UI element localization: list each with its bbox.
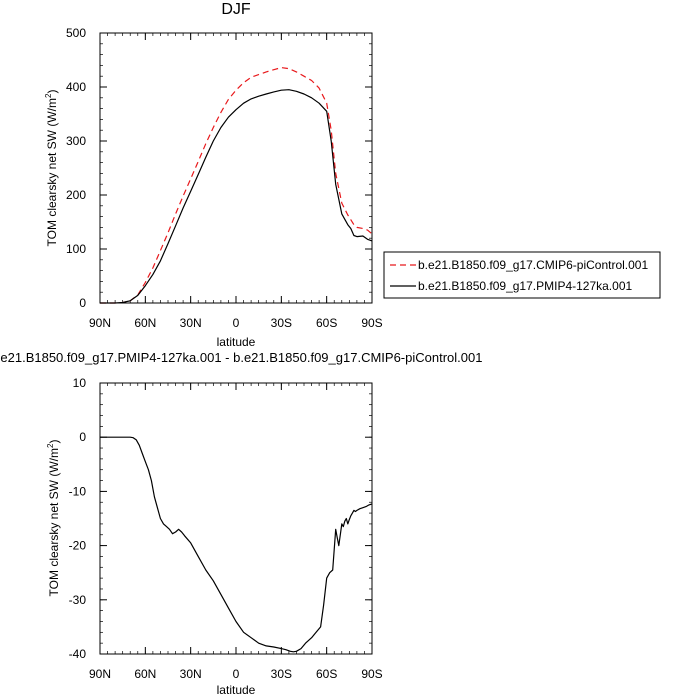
top-series-line-1 (100, 89, 373, 304)
top-y-tick-label: 500 (66, 26, 86, 40)
top-x-tick-label: 90S (361, 316, 382, 330)
top-x-tick-label: 90N (89, 316, 111, 330)
legend-box (383, 251, 661, 299)
bottom-x-tick-label: 90N (89, 667, 111, 681)
bottom-x-tick-label: 30S (271, 667, 292, 681)
bottom-y-tick-label: -40 (69, 647, 87, 661)
bottom-x-axis-label: latitude (217, 683, 256, 697)
bottom-y-axis-label: TOM clearsky net SW (W/m2) (46, 440, 61, 597)
top-plot-layer: 90N 60N 30N 0 30S 60S 90S 0 100 200 300 400 500 (66, 26, 383, 330)
top-x-tick-label: 60S (316, 316, 337, 330)
top-x-tick-label: 30N (180, 316, 202, 330)
top-x-tick-label: 30S (271, 316, 292, 330)
bottom-plot-layer: 90N 60N 30N 0 30S 60S 90S -40 -30 -20 -10 0 10 (69, 376, 383, 681)
bottom-plot-frame (99, 382, 373, 655)
bottom-x-tick-label: 30N (180, 667, 202, 681)
top-series-line-0 (100, 66, 373, 304)
bottom-x-tick-label: 0 (233, 667, 240, 681)
top-y-tick-label: 0 (79, 296, 86, 310)
bottom-series-line-0 (100, 436, 373, 653)
top-y-axis-label: TOM clearsky net SW (W/m2) (44, 90, 59, 247)
legend-label-piControl: b.e21.B1850.f09_g17.CMIP6-piControl.001 (418, 258, 648, 272)
bottom-x-tick-label: 90S (361, 667, 382, 681)
top-x-axis-label: latitude (217, 335, 256, 349)
bottom-panel: b.e21.B1850.f09_g17.PMIP4-127ka.001 - b.… (0, 350, 482, 697)
bottom-y-tick-label: 10 (73, 376, 87, 390)
legend-label-127ka: b.e21.B1850.f09_g17.PMIP4-127ka.001 (418, 279, 632, 293)
top-panel: DJF TOM clearsky net SW (W/m2) latitude … (44, 1, 661, 349)
bottom-y-tick-label: -10 (69, 484, 87, 498)
top-x-tick-label: 0 (233, 316, 240, 330)
bottom-y-tick-label: -20 (69, 539, 87, 553)
bottom-x-tick-label: 60N (134, 667, 156, 681)
bottom-x-tick-label: 60S (316, 667, 337, 681)
top-chart-title: DJF (221, 1, 251, 18)
top-y-tick-label: 400 (66, 80, 86, 94)
bottom-y-tick-label: -30 (69, 593, 87, 607)
top-y-tick-label: 200 (66, 188, 86, 202)
top-y-tick-label: 300 (66, 134, 86, 148)
bottom-y-tick-label: 0 (79, 430, 86, 444)
top-x-tick-label: 60N (134, 316, 156, 330)
top-y-tick-label: 100 (66, 242, 86, 256)
legend: b.e21.B1850.f09_g17.CMIP6-piControl.001 … (383, 251, 661, 299)
top-plot-frame (99, 32, 373, 304)
bottom-chart-title: b.e21.B1850.f09_g17.PMIP4-127ka.001 - b.… (0, 350, 482, 365)
